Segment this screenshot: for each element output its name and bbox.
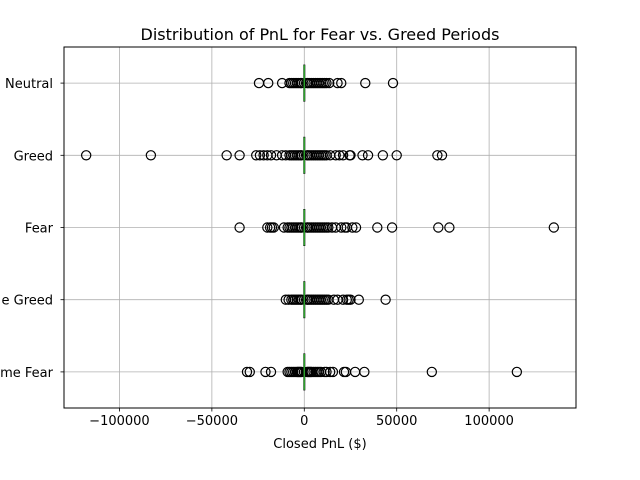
- outlier-point: [324, 366, 336, 378]
- outlier-point: [324, 77, 335, 89]
- y-tick-label: Neutral: [5, 77, 53, 92]
- outlier-point: [511, 366, 523, 378]
- x-tick-label: 50000: [376, 414, 417, 429]
- outlier-point: [221, 150, 232, 161]
- outlier-point: [330, 150, 341, 161]
- chart-title: Distribution of PnL for Fear vs. Greed P…: [141, 25, 500, 44]
- outlier-point: [345, 150, 356, 161]
- outlier-point: [337, 294, 349, 305]
- outlier-point: [386, 222, 398, 233]
- outlier-point: [296, 77, 307, 89]
- outlier-point: [380, 294, 391, 305]
- box-extreme-greed: [280, 281, 391, 319]
- outlier-point: [359, 366, 370, 378]
- x-axis-label: Closed PnL ($): [273, 437, 366, 452]
- outlier-point: [327, 366, 339, 378]
- outlier-point: [336, 222, 347, 233]
- outlier-point: [262, 222, 273, 233]
- outlier-point: [254, 150, 266, 161]
- outlier-point: [372, 222, 383, 233]
- outlier-point: [234, 222, 245, 233]
- data-layer: [80, 64, 560, 391]
- outlier-point: [80, 150, 92, 161]
- outlier-point: [296, 222, 307, 233]
- outlier-point: [296, 150, 307, 161]
- outlier-point: [251, 150, 262, 161]
- outlier-point: [332, 77, 343, 89]
- outlier-point: [387, 77, 399, 89]
- outlier-point: [265, 366, 277, 378]
- box-greed: [80, 136, 448, 174]
- outlier-point: [260, 366, 271, 378]
- outlier-point: [377, 150, 389, 161]
- outlier-point: [347, 222, 358, 233]
- outlier-point: [548, 222, 560, 233]
- outlier-point: [145, 150, 157, 161]
- y-tick-label: e Greed: [1, 294, 53, 309]
- outlier-point: [362, 150, 374, 161]
- y-tick-label: Fear: [25, 222, 54, 237]
- outlier-point: [436, 150, 448, 161]
- outlier-point: [263, 77, 274, 89]
- outlier-point: [268, 222, 279, 233]
- x-tick-label: 100000: [464, 414, 514, 429]
- box-neutral: [253, 64, 399, 102]
- outlier-point: [353, 294, 365, 305]
- outlier-point: [321, 77, 332, 89]
- y-tick-label: Greed: [14, 149, 53, 164]
- outlier-point: [444, 222, 455, 233]
- outlier-point: [391, 150, 402, 161]
- outlier-point: [350, 222, 362, 233]
- outlier-point: [360, 77, 371, 89]
- outlier-point: [334, 150, 345, 161]
- x-tick-label: 0: [300, 414, 308, 429]
- outlier-point: [357, 150, 368, 161]
- outlier-point: [265, 150, 277, 161]
- x-tick-label: −100000: [89, 414, 150, 429]
- box-extreme-fear: [241, 353, 523, 391]
- outlier-point: [345, 294, 356, 305]
- outlier-point: [244, 366, 255, 378]
- outlier-point: [323, 222, 334, 233]
- outlier-point: [296, 294, 307, 305]
- axis-layer: −100000 −50000 0 50000 100000 me Fear e Greed F…: [0, 77, 514, 429]
- outlier-point: [432, 150, 443, 161]
- outlier-point: [258, 150, 269, 161]
- outlier-point: [234, 150, 245, 161]
- outlier-point: [241, 366, 253, 378]
- outlier-point: [426, 366, 438, 378]
- outlier-point: [321, 366, 332, 378]
- y-tick-label: me Fear: [0, 366, 54, 381]
- x-tick-label: −50000: [186, 414, 238, 429]
- outlier-point: [336, 77, 347, 89]
- outlier-point: [433, 222, 444, 233]
- outlier-point: [337, 150, 349, 161]
- box-fear: [234, 209, 560, 246]
- outlier-point: [283, 294, 294, 305]
